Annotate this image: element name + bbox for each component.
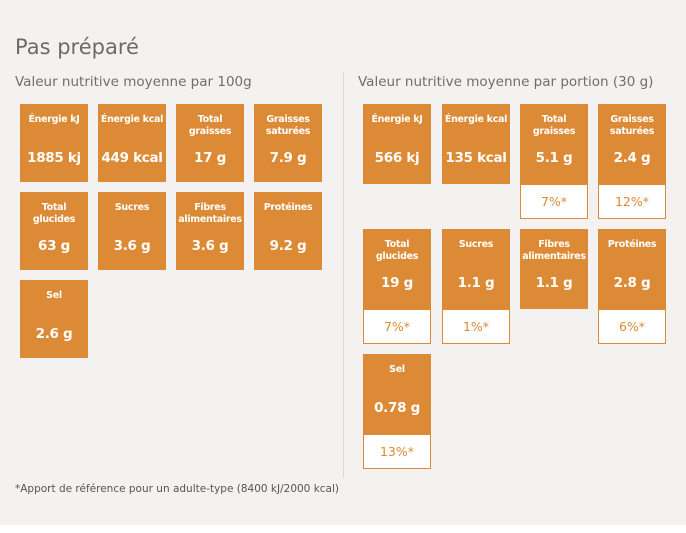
tile-label: Sucres (458, 239, 494, 250)
pct-total-fat-portion: 7%* (520, 184, 588, 219)
reference-footnote: *Apport de référence pour un adulte-type… (15, 483, 340, 495)
tile-salt-100g: Sel 2.6 g (20, 280, 88, 358)
tile-value: 566 kj (374, 150, 420, 166)
per-100g-heading: Valeur nutritive moyenne par 100g (15, 74, 252, 90)
tile-label: Total glucides (32, 202, 76, 225)
tile-energy-kcal-portion: Énergie kcal 135 kcal (442, 104, 510, 184)
pct-sugars-portion: 1%* (442, 309, 510, 344)
tile-sugars-portion: Sucres 1.1 g (442, 229, 510, 309)
tile-value: 0.78 g (374, 400, 420, 416)
tile-label: Fibres alimentaires (178, 202, 242, 225)
tile-value: 7.9 g (269, 150, 307, 166)
pct-total-carbs-portion: 7%* (363, 309, 431, 344)
tile-fibre-portion: Fibres alimentaires 1.1 g (520, 229, 588, 309)
tile-energy-kcal-100g: Énergie kcal 449 kcal (98, 104, 166, 182)
tile-saturated-fat-100g: Graisses saturées 7.9 g (254, 104, 322, 182)
tile-value: 1885 kj (27, 150, 81, 166)
tile-protein-100g: Protéines 9.2 g (254, 192, 322, 270)
tile-label: Sel (46, 290, 62, 301)
tile-label: Énergie kcal (444, 114, 508, 125)
page-title: Pas préparé (15, 35, 139, 59)
tile-energy-kj-100g: Énergie kJ 1885 kj (20, 104, 88, 182)
tile-total-fat-portion: Total graisses 5.1 g (520, 104, 588, 184)
tile-label: Fibres alimentaires (522, 239, 586, 262)
tile-value: 17 g (194, 150, 226, 166)
pct-protein-portion: 6%* (598, 309, 666, 344)
tile-value: 2.6 g (35, 326, 73, 342)
tile-label: Énergie kcal (100, 114, 164, 125)
tile-label: Total graisses (188, 114, 232, 137)
tile-value: 1.1 g (535, 275, 573, 291)
tile-value: 9.2 g (269, 238, 307, 254)
tile-total-carbs-portion: Total glucides 19 g (363, 229, 431, 309)
tile-label: Énergie kJ (371, 114, 423, 125)
tile-label: Protéines (263, 202, 313, 213)
tile-fibre-100g: Fibres alimentaires 3.6 g (176, 192, 244, 270)
tile-label: Graisses saturées (609, 114, 655, 137)
tile-value: 3.6 g (191, 238, 229, 254)
tile-value: 19 g (381, 275, 413, 291)
tile-value: 1.1 g (457, 275, 495, 291)
tile-saturated-fat-portion: Graisses saturées 2.4 g (598, 104, 666, 184)
tile-value: 5.1 g (535, 150, 573, 166)
tile-label: Graisses saturées (265, 114, 311, 137)
tile-label: Total graisses (532, 114, 576, 137)
tile-label: Sucres (114, 202, 150, 213)
tile-value: 3.6 g (113, 238, 151, 254)
tile-value: 2.8 g (613, 275, 651, 291)
tile-total-fat-100g: Total graisses 17 g (176, 104, 244, 182)
tile-salt-portion: Sel 0.78 g (363, 354, 431, 434)
tile-energy-kj-portion: Énergie kJ 566 kj (363, 104, 431, 184)
tile-protein-portion: Protéines 2.8 g (598, 229, 666, 309)
tile-value: 135 kcal (445, 150, 507, 166)
tile-value: 2.4 g (613, 150, 651, 166)
pct-salt-portion: 13%* (363, 434, 431, 469)
tile-label: Énergie kJ (28, 114, 80, 125)
tile-total-carbs-100g: Total glucides 63 g (20, 192, 88, 270)
column-divider (343, 72, 344, 478)
tile-label: Total glucides (375, 239, 419, 262)
tile-label: Sel (389, 364, 405, 375)
tile-value: 449 kcal (101, 150, 163, 166)
tile-sugars-100g: Sucres 3.6 g (98, 192, 166, 270)
tile-label: Protéines (607, 239, 657, 250)
pct-saturated-fat-portion: 12%* (598, 184, 666, 219)
tile-value: 63 g (38, 238, 70, 254)
per-portion-heading: Valeur nutritive moyenne par portion (30… (358, 74, 654, 90)
